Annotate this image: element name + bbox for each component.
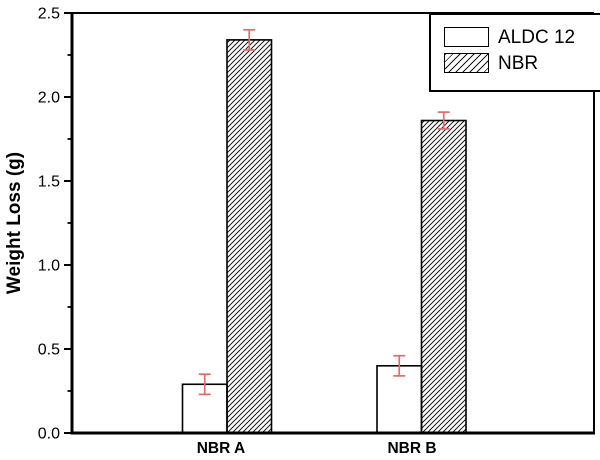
error-bar — [437, 111, 450, 130]
y-tick-label: 1.0 — [38, 258, 60, 275]
x-category-label-nbr-a: NBR A — [197, 440, 246, 457]
error-bar — [393, 354, 406, 377]
x-category-label-nbr-b: NBR B — [387, 440, 436, 457]
bars-layer — [181, 39, 467, 434]
y-axis-title: Weight Loss (g) — [4, 152, 25, 294]
error-bar — [243, 28, 256, 51]
y-tick-label: 0.5 — [38, 342, 60, 359]
error-bar — [198, 373, 211, 396]
legend-item-nbr: NBR — [444, 50, 600, 76]
bar-nbr-a-nbr — [226, 39, 273, 434]
y-tick-label: 1.5 — [38, 174, 60, 191]
legend: ALDC 12 NBR — [429, 13, 600, 92]
legend-swatch-plain — [444, 27, 489, 47]
y-tick-label: 0.0 — [38, 426, 60, 443]
y-tick-label: 2.5 — [38, 6, 60, 23]
legend-label-aldc12: ALDC 12 — [498, 26, 576, 48]
bar-nbr-b-nbr — [420, 119, 467, 434]
legend-label-nbr: NBR — [498, 52, 539, 74]
axis-labels-layer: 0.0 0.5 1.0 1.5 2.0 2.5 NBR A NBR B — [38, 6, 437, 458]
error-bars-layer — [198, 28, 450, 396]
legend-swatch-hatched — [444, 53, 489, 73]
legend-item-aldc12: ALDC 12 — [444, 24, 600, 50]
y-tick-label: 2.0 — [38, 90, 60, 107]
